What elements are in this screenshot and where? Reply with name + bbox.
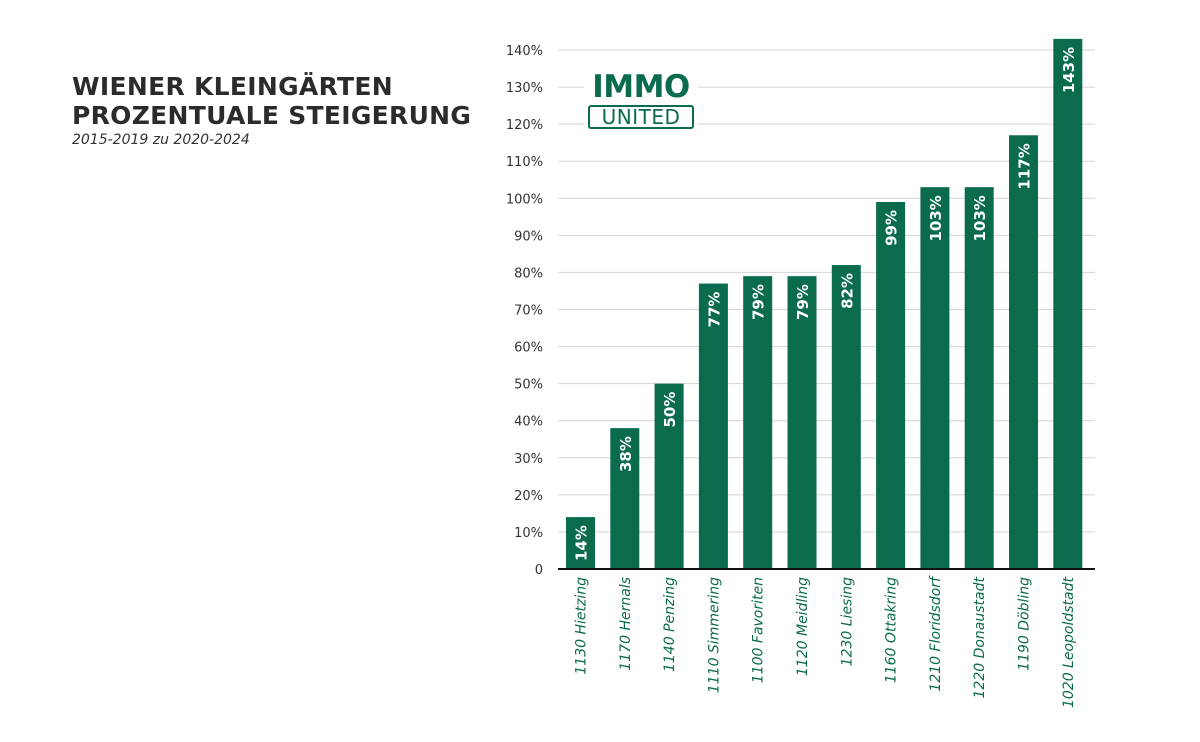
y-tick-label: 120% <box>506 118 543 133</box>
y-tick-label: 110% <box>506 155 543 170</box>
data-label: 79% <box>794 284 812 320</box>
y-tick-label: 30% <box>514 452 543 467</box>
category-label: 1210 Floridsdorf <box>928 575 944 692</box>
chart-subtitle: 2015-2019 zu 2020-2024 <box>72 132 250 148</box>
data-label: 117% <box>1016 143 1034 189</box>
chart-title: WIENER KLEINGÄRTEN PROZENTUALE STEIGERUN… <box>72 72 471 130</box>
data-label: 79% <box>750 284 768 320</box>
data-label: 143% <box>1060 47 1078 93</box>
data-label: 77% <box>705 292 723 328</box>
bar <box>964 187 994 569</box>
y-tick-label: 10% <box>514 526 543 541</box>
y-tick-label: 20% <box>514 489 543 504</box>
bar <box>1053 38 1083 570</box>
data-label: 82% <box>838 273 856 309</box>
category-label: 1230 Liesing <box>839 577 855 666</box>
y-tick-label: 140% <box>506 44 543 59</box>
y-tick-label: 90% <box>514 229 543 244</box>
bar <box>920 187 950 569</box>
bar <box>1009 135 1038 569</box>
y-tick-label: 0 <box>535 563 543 578</box>
y-tick-label: 40% <box>514 415 543 430</box>
immo-united-logo: IMMO UNITED <box>584 72 698 129</box>
category-label: 1190 Döbling <box>1017 577 1033 671</box>
y-tick-label: 130% <box>506 81 543 96</box>
category-label: 1170 Hernals <box>618 577 634 671</box>
data-label: 50% <box>661 392 679 428</box>
category-label: 1020 Leopoldstadt <box>1061 576 1077 708</box>
y-tick-label: 100% <box>506 192 543 207</box>
title-line-2: PROZENTUALE STEIGERUNG <box>72 101 472 130</box>
bar <box>610 428 640 569</box>
category-label: 1220 Donaustadt <box>972 577 988 699</box>
y-tick-label: 70% <box>514 304 543 319</box>
bar <box>654 383 684 569</box>
category-label: 1120 Meidling <box>795 577 811 676</box>
logo-text-bottom: UNITED <box>588 105 694 129</box>
data-label: 14% <box>573 525 591 561</box>
y-tick-label: 50% <box>514 378 543 393</box>
category-label: 1160 Ottakring <box>884 577 900 683</box>
logo-text-top: IMMO <box>592 69 690 105</box>
data-label: 99% <box>883 210 901 246</box>
data-label: 103% <box>971 195 989 241</box>
category-label: 1130 Hietzing <box>574 577 590 675</box>
bar <box>698 283 728 569</box>
title-line-1: WIENER KLEINGÄRTEN <box>72 72 393 101</box>
category-label: 1110 Simmering <box>706 577 722 693</box>
y-tick-label: 80% <box>514 266 543 281</box>
bar <box>831 265 861 569</box>
bar <box>566 517 595 569</box>
bar <box>787 276 817 569</box>
data-label: 38% <box>617 436 635 472</box>
bar <box>743 276 773 569</box>
data-label: 103% <box>927 195 945 241</box>
category-label: 1140 Penzing <box>662 577 678 672</box>
bar <box>876 201 906 569</box>
y-tick-label: 60% <box>514 341 543 356</box>
category-label: 1100 Favoriten <box>751 577 767 683</box>
